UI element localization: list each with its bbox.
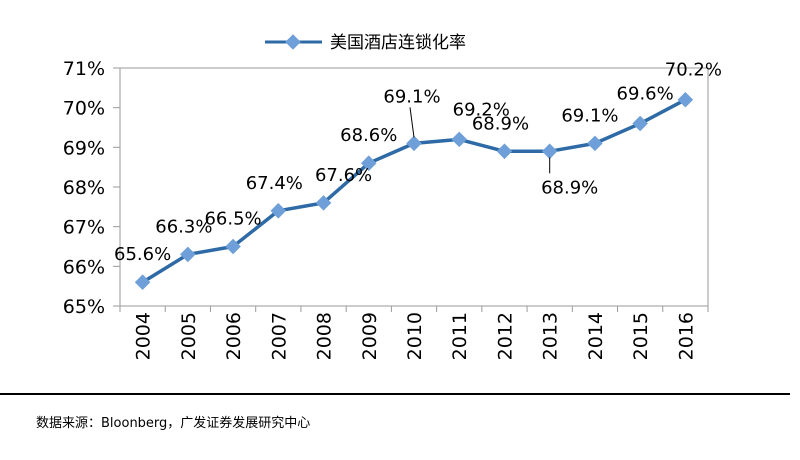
data-label-2008: 67.6% — [315, 165, 372, 186]
x-tick-label: 2009 — [359, 312, 381, 360]
x-tick-label: 2011 — [449, 312, 471, 360]
data-point-2006 — [225, 238, 241, 255]
data-point-2005 — [180, 246, 196, 263]
series-line — [141, 98, 687, 284]
data-label-2016: 70.2% — [665, 60, 722, 81]
x-tick-label: 2015 — [630, 312, 652, 360]
x-tick-label: 2012 — [494, 312, 516, 360]
line-chart: 美国酒店连锁化率 65% 66% 67% 68% 69% 70% 71% 2004 2005 2… — [63, 33, 722, 360]
legend-marker — [285, 34, 301, 50]
legend: 美国酒店连锁化率 — [265, 33, 466, 53]
x-tick-label: 2013 — [540, 312, 562, 360]
x-tick-label: 2004 — [133, 312, 155, 360]
data-label-2007: 67.4% — [246, 173, 303, 194]
data-label-2011: 69.2% — [453, 99, 510, 120]
x-tick-label: 2006 — [223, 312, 245, 360]
y-tick-label: 66% — [63, 256, 105, 278]
data-point-2012 — [496, 143, 513, 160]
y-tick-label: 68% — [63, 177, 105, 199]
data-label-2006: 66.5% — [204, 209, 261, 230]
y-tick-label: 69% — [63, 137, 105, 159]
x-tick-label: 2007 — [268, 312, 290, 360]
data-point-2010 — [406, 135, 422, 152]
data-label-2015: 69.6% — [617, 84, 674, 105]
x-tick-label: 2014 — [585, 312, 607, 360]
data-point-2008 — [315, 195, 332, 211]
x-tick-label: 2005 — [178, 312, 200, 360]
x-tick-label: 2010 — [404, 312, 426, 360]
data-point-2014 — [587, 135, 603, 152]
leader-line-2010 — [409, 107, 415, 138]
y-tick-label: 67% — [63, 217, 105, 239]
data-label-2013: 68.9% — [541, 177, 598, 198]
data-point-2016 — [677, 91, 694, 108]
x-tick-label: 2016 — [675, 312, 697, 360]
data-point-2011 — [451, 131, 468, 148]
legend-label: 美国酒店连锁化率 — [330, 33, 466, 53]
data-label-2005: 66.3% — [155, 216, 212, 237]
y-tick-label: 70% — [63, 98, 105, 120]
source-divider — [0, 393, 790, 395]
data-label-2012: 68.9% — [472, 113, 529, 134]
x-tick-label: 2008 — [314, 312, 336, 360]
source-note: 数据来源：Bloonberg，广发证券发展研究中心 — [36, 416, 311, 431]
y-tick-label: 65% — [63, 296, 105, 318]
data-point-2015 — [632, 115, 648, 132]
data-point-2009 — [360, 155, 377, 171]
data-label-2009: 68.6% — [340, 125, 397, 146]
data-point-2004 — [134, 274, 151, 290]
data-label-2014: 69.1% — [561, 105, 618, 126]
y-tick-label: 71% — [63, 58, 105, 80]
data-label-2010: 69.1% — [383, 86, 440, 107]
data-point-2013 — [541, 143, 558, 160]
data-point-2007 — [270, 203, 287, 219]
data-label-2004: 65.6% — [114, 244, 171, 265]
